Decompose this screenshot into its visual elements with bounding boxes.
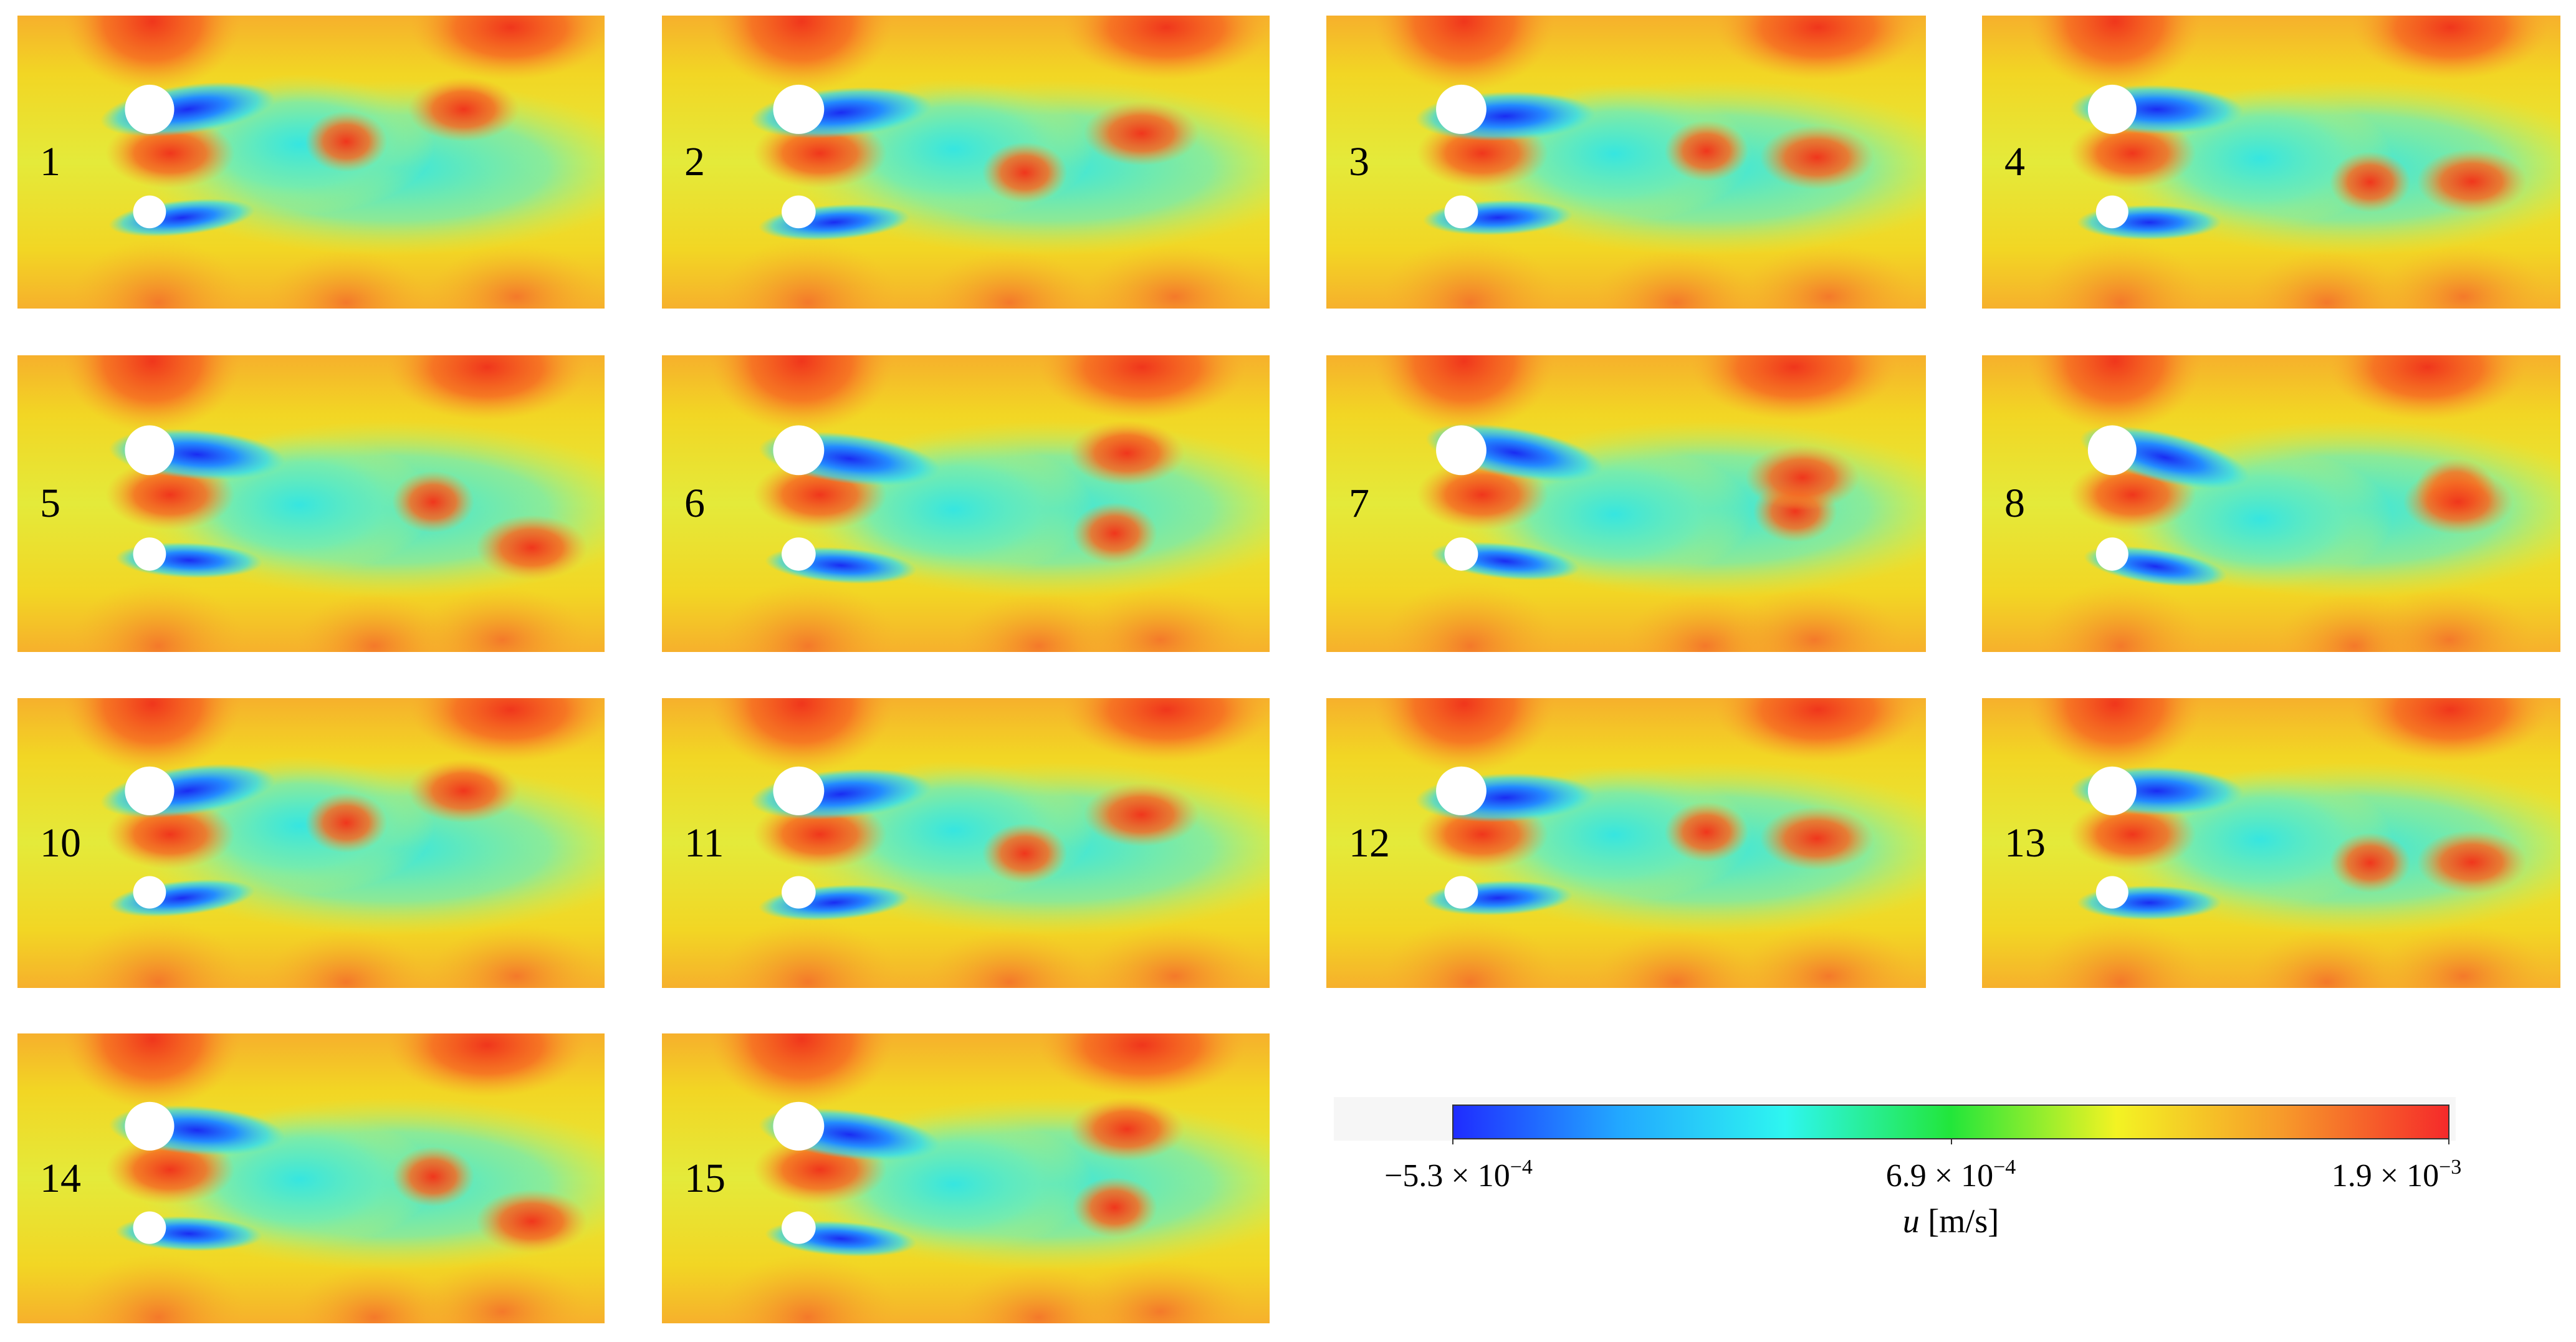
flow-panel-2: 2: [662, 16, 1270, 309]
flow-panel-5: 5: [17, 355, 605, 652]
flow-panel-11: 11: [662, 698, 1270, 988]
panel-label: 12: [1349, 820, 1390, 866]
flow-panel-8: 8: [1982, 355, 2560, 652]
flow-panel-12: 12: [1326, 698, 1926, 988]
flow-panel-7: 7: [1326, 355, 1926, 652]
panel-label: 6: [684, 481, 705, 526]
panel-label: 11: [684, 820, 724, 866]
flow-panel-15: 15: [662, 1033, 1270, 1323]
flow-panel-10: 10: [17, 698, 605, 988]
flow-panel-13: 13: [1982, 698, 2560, 988]
flow-panel-1: 1: [17, 16, 605, 309]
panel-label: 1: [40, 139, 60, 185]
colorbar-legend: −5.3 × 10−4 6.9 × 10−4 1.9 × 10−3 u [m/s…: [1334, 1097, 2461, 1272]
flow-panel-6: 6: [662, 355, 1270, 652]
panel-label: 8: [2004, 481, 2025, 526]
panel-label: 5: [40, 481, 60, 526]
colorbar-axis-label: u [m/s]: [1902, 1202, 1999, 1240]
tick-min: [1452, 1138, 1453, 1144]
panel-label: 10: [40, 820, 81, 866]
tick-label-mid: 6.9 × 10−4: [1885, 1156, 2016, 1194]
tick-mid: [1951, 1138, 1952, 1144]
panel-label: 13: [2004, 820, 2046, 866]
panel-label: 15: [684, 1155, 725, 1201]
colorbar-gradient: [1452, 1105, 2449, 1139]
tick-max: [2448, 1138, 2449, 1144]
tick-label-max: 1.9 × 10−3: [2331, 1156, 2462, 1194]
panel-label: 7: [1349, 481, 1369, 526]
flow-panel-3: 3: [1326, 16, 1926, 309]
panel-label: 2: [684, 139, 705, 185]
panel-label: 3: [1349, 139, 1369, 185]
flow-panel-4: 4: [1982, 16, 2560, 309]
panel-label: 14: [40, 1155, 81, 1201]
flow-panel-14: 14: [17, 1033, 605, 1323]
tick-label-min: −5.3 × 10−4: [1384, 1156, 1533, 1194]
panel-label: 4: [2004, 139, 2025, 185]
